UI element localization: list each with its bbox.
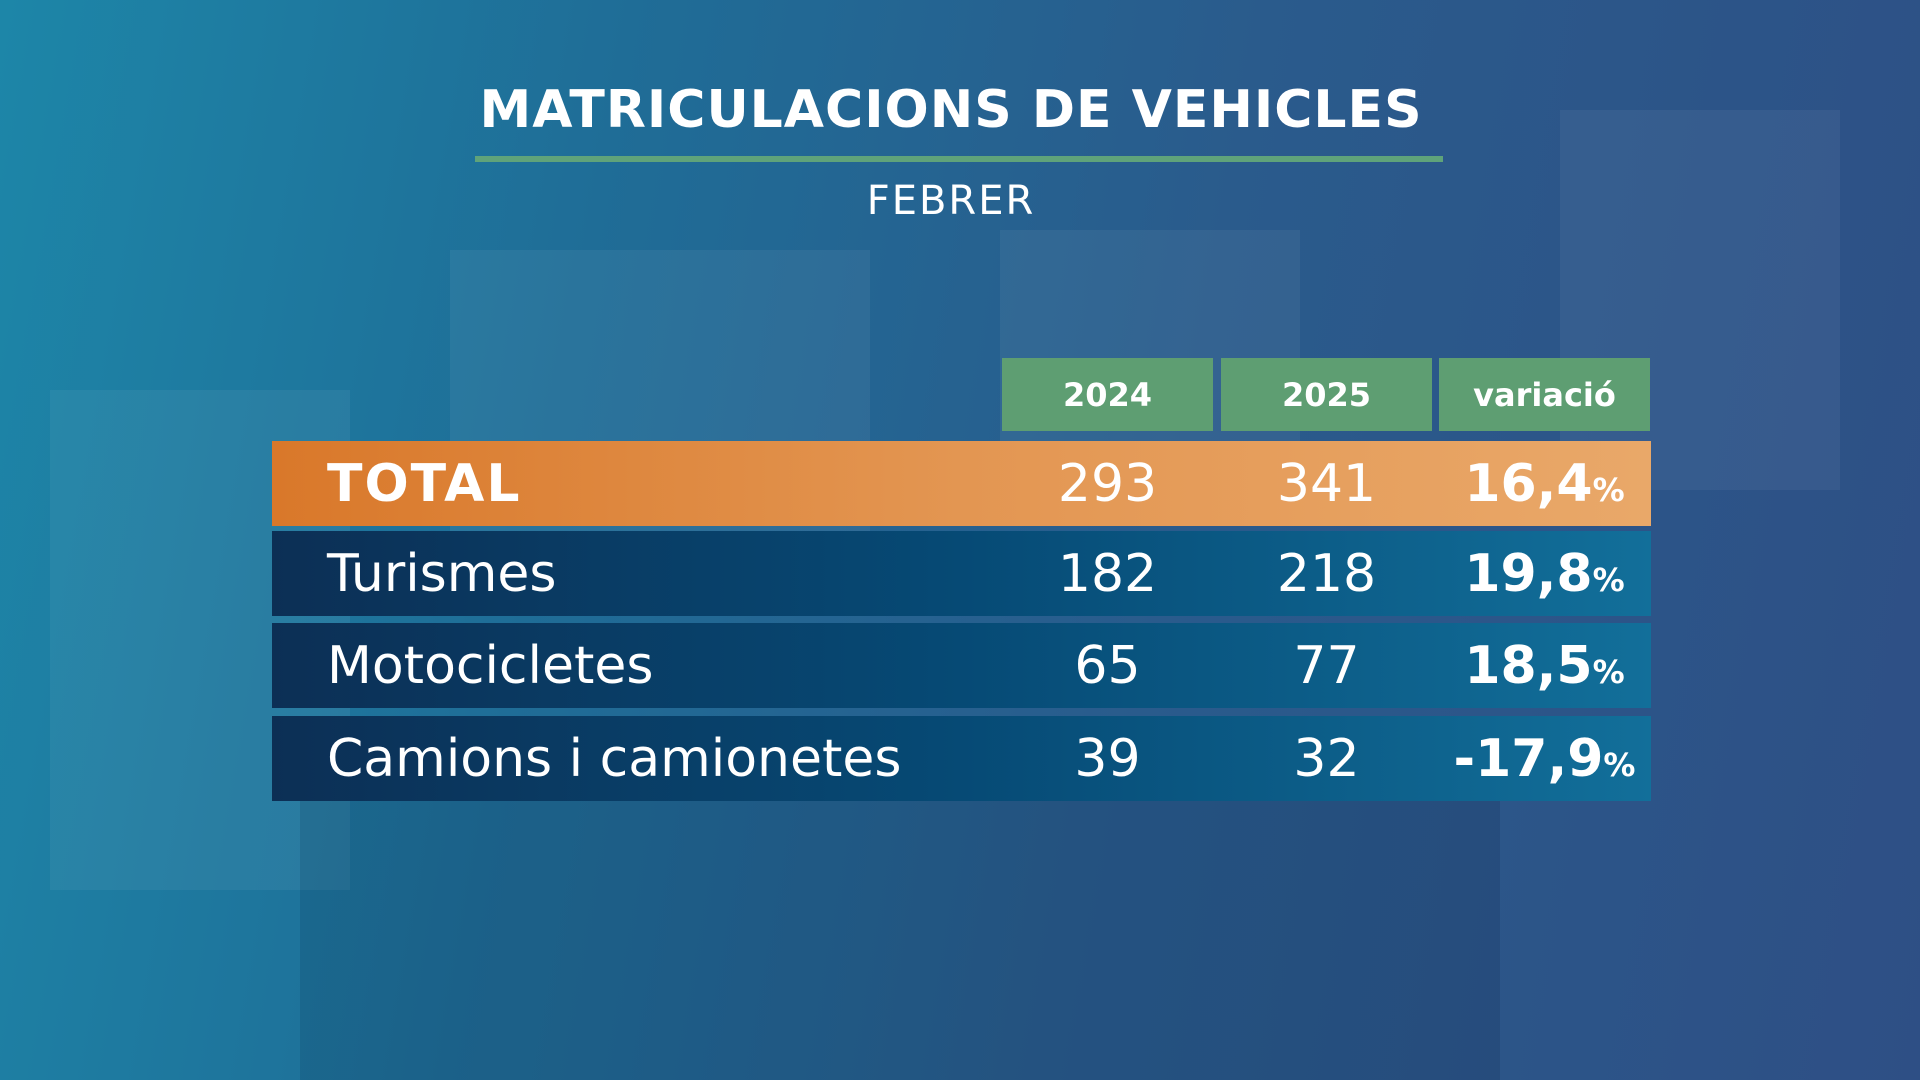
cell-value: 218 (1276, 543, 1377, 604)
subtitle: FEBRER (866, 178, 1036, 224)
column-header: 2025 (1221, 358, 1432, 431)
variation-cell: 16,4% (1439, 441, 1650, 526)
bg-block (300, 800, 1500, 1080)
table-row: Motocicletes 65 77 18,5% (272, 623, 1651, 708)
variation-value: -17,9 (1453, 728, 1604, 789)
variation-value: 16,4 (1464, 453, 1593, 514)
row-label: Motocicletes (327, 635, 654, 696)
cell-value: 77 (1293, 635, 1360, 696)
title-rule (475, 156, 1443, 162)
table-row: Camions i camionetes 39 32 -17,9% (272, 716, 1651, 801)
variation-cell: 18,5% (1439, 623, 1650, 708)
table-row: Turismes 182 218 19,8% (272, 531, 1651, 616)
cell-value: 65 (1074, 635, 1141, 696)
cell-value: 341 (1276, 453, 1377, 514)
variation-value: 19,8 (1464, 543, 1593, 604)
variation-value: 18,5 (1464, 635, 1593, 696)
cell-value: 39 (1074, 728, 1141, 789)
table-row: TOTAL 293 341 16,4% (272, 441, 1651, 526)
column-header: 2024 (1002, 358, 1213, 431)
variation-cell: -17,9% (1439, 716, 1650, 801)
column-header: variació (1439, 358, 1650, 431)
row-label: TOTAL (327, 453, 522, 514)
variation-unit: % (1592, 470, 1625, 509)
cell-value: 182 (1057, 543, 1158, 604)
variation-unit: % (1592, 560, 1625, 599)
variation-cell: 19,8% (1439, 531, 1650, 616)
variation-unit: % (1592, 652, 1625, 691)
row-label: Turismes (327, 543, 557, 604)
bg-block (1560, 110, 1840, 490)
cell-value: 32 (1293, 728, 1360, 789)
title: MATRICULACIONS DE VEHICLES (479, 80, 1423, 140)
variation-unit: % (1603, 745, 1636, 784)
cell-value: 293 (1057, 453, 1158, 514)
row-label: Camions i camionetes (327, 728, 902, 789)
